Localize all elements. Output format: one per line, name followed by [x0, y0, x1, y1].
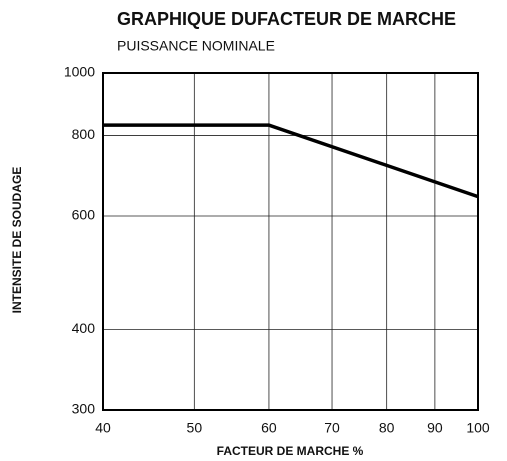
plot-frame [102, 72, 479, 411]
x-axis-label: FACTEUR DE MARCHE % [217, 444, 364, 458]
y-tick-label: 400 [72, 320, 96, 336]
x-tick-label: 60 [261, 420, 277, 436]
x-tick-label: 70 [324, 420, 340, 436]
data-line [103, 123, 479, 199]
x-tick-label: 50 [187, 420, 203, 436]
y-tick-label: 300 [72, 401, 96, 417]
y-axis-label: INTENSITE DE SOUDAGE [10, 167, 24, 314]
x-tick-label: 100 [466, 420, 490, 436]
x-tick-label: 80 [379, 420, 395, 436]
chart-title: GRAPHIQUE DUFACTEUR DE MARCHE [117, 9, 456, 29]
y-tick-label: 800 [72, 126, 96, 142]
x-tick-label: 40 [95, 420, 111, 436]
chart-subtitle: PUISSANCE NOMINALE [117, 38, 275, 54]
y-tick-label: 1000 [64, 64, 95, 80]
y-tick-label: 600 [72, 207, 96, 223]
x-tick-label: 90 [427, 420, 443, 436]
